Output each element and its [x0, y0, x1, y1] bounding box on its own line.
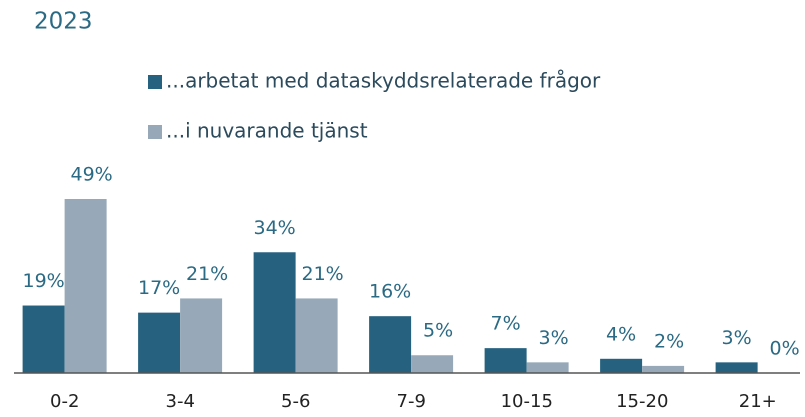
value-label: 2% — [654, 330, 684, 352]
x-tick-label: 0-2 — [50, 391, 79, 412]
x-tick-label: 5-6 — [281, 391, 310, 412]
x-tick-label: 3-4 — [166, 391, 195, 412]
bar — [295, 298, 338, 373]
bar — [600, 358, 643, 373]
value-label: 4% — [606, 323, 636, 345]
value-label: 0% — [770, 338, 800, 360]
value-label: 21% — [186, 263, 228, 285]
x-tick-label: 7-9 — [397, 391, 426, 412]
chart-title: 2023 — [34, 9, 93, 35]
bar — [369, 316, 412, 373]
x-tick-label: 21+ — [739, 391, 777, 412]
bar — [253, 252, 296, 373]
bar — [526, 362, 569, 373]
bar — [180, 298, 223, 373]
value-label: 19% — [22, 270, 64, 292]
bar — [22, 305, 65, 373]
value-label: 5% — [423, 320, 453, 342]
bar — [715, 362, 758, 373]
value-label: 16% — [369, 281, 411, 303]
value-label: 3% — [539, 327, 569, 349]
bar — [138, 312, 181, 373]
bar — [64, 199, 107, 373]
legend-swatch — [148, 75, 162, 89]
value-label: 3% — [722, 327, 752, 349]
bar — [411, 355, 454, 373]
legend-label: ...i nuvarande tjänst — [166, 119, 368, 143]
value-label: 34% — [253, 217, 295, 239]
value-label: 7% — [491, 313, 521, 335]
x-tick-label: 10-15 — [501, 391, 553, 412]
x-tick-label: 15-20 — [616, 391, 668, 412]
value-label: 21% — [301, 263, 343, 285]
legend-swatch — [148, 125, 162, 139]
legend-label: ...arbetat med dataskyddsrelaterade fråg… — [166, 69, 601, 93]
value-label: 49% — [70, 164, 112, 186]
bar — [484, 348, 527, 373]
bar — [642, 365, 685, 373]
value-label: 17% — [138, 277, 180, 299]
